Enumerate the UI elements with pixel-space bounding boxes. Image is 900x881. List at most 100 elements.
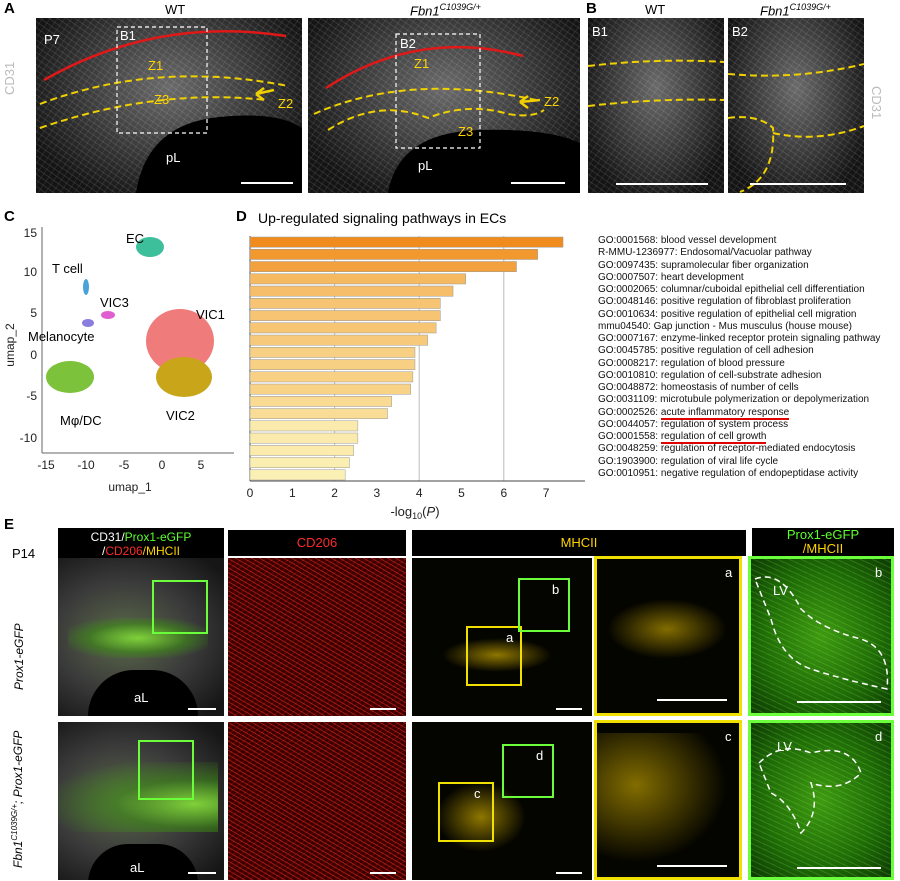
cluster-vic3	[101, 311, 115, 319]
go-term-label: GO:1903900: regulation of viral life cyc…	[598, 455, 779, 467]
go-term-label: GO:0048872: homeostasis of number of cel…	[598, 382, 799, 394]
scale-bar	[511, 182, 565, 184]
go-term-label: mmu04540: Gap junction - Mus musculus (h…	[598, 320, 853, 332]
inset-c-corner-label: c	[725, 729, 732, 744]
go-term-label: GO:0010810: regulation of cell-substrate…	[598, 369, 822, 381]
panel-b-wt-image: B1	[588, 18, 724, 193]
bar	[249, 322, 437, 334]
al-label: aL	[134, 690, 149, 705]
panel-b-mutant-title: Fbn1C1039G/+	[760, 2, 831, 19]
panel-a-z3-label: Z3	[154, 92, 170, 107]
cluster-vic2	[156, 357, 212, 397]
umap-plot: 15 10 5 0 -5 -10 -15 -10 -5 0 5 umap_1 u…	[3, 226, 234, 494]
panel-a-mut-z2-label: Z2	[544, 94, 560, 109]
panel-b-mutant-image: B2	[728, 18, 864, 193]
bar	[249, 310, 441, 321]
e-row2-inset-c: c	[594, 720, 742, 880]
bar	[249, 457, 350, 468]
bar	[249, 334, 428, 346]
scale-bar	[657, 699, 727, 701]
e-row1-cd206	[228, 558, 406, 716]
panel-a-box-b1-label: B1	[120, 28, 136, 43]
scale-bar	[370, 708, 396, 710]
bar	[249, 273, 466, 285]
go-term-label: GO:0002065: columnar/cuboidal epithelial…	[598, 284, 865, 296]
panel-a-mutant-title: Fbn1C1039G/+	[410, 2, 481, 19]
x-tick-label: 6	[500, 486, 507, 500]
go-term-label: GO:0002526: acute inflammatory response	[598, 406, 790, 420]
go-term-label: GO:0044057: regulation of system process	[598, 418, 789, 430]
panel-b-wt-title: WT	[645, 2, 666, 17]
scale-bar	[797, 867, 881, 869]
panel-a-pl-label: pL	[166, 150, 181, 165]
go-term-label: GO:0010634: positive regulation of epith…	[598, 308, 857, 320]
go-term-label: GO:0097435: supramolecular fiber organiz…	[598, 259, 809, 271]
panel-a-mutant-image: B2 Z1 Z2 Z3 pL	[308, 18, 580, 193]
panel-b-b2-label: B2	[732, 24, 748, 39]
inset-b-corner-label: b	[875, 565, 883, 580]
panel-letter-d: D	[236, 208, 247, 225]
e-row1-merge: aL	[58, 558, 224, 716]
bar	[249, 445, 354, 456]
x-tick-label: 7	[543, 486, 550, 500]
panel-a-wt-title: WT	[165, 2, 186, 17]
bar	[249, 371, 414, 383]
go-term-label: GO:0048146: positive regulation of fibro…	[598, 296, 851, 308]
e-row2-mhcii: c d	[412, 722, 592, 880]
inset-d-label: d	[536, 748, 544, 763]
go-term-label: GO:0001558: regulation of cell growth	[598, 431, 767, 445]
chart-xlabel: -log10(P)	[390, 504, 439, 520]
row1-label: Prox1-eGFP	[12, 623, 26, 690]
cluster-label: EC	[126, 231, 144, 246]
go-term-label: GO:0045785: positive regulation of cell …	[598, 345, 814, 357]
go-term-label: GO:0001568: blood vessel development	[598, 235, 777, 247]
scale-bar	[188, 872, 216, 874]
umap-xtick: -5	[119, 458, 130, 472]
lv-label: LV	[773, 583, 788, 598]
bar	[249, 383, 411, 395]
panel-letter-a: A	[4, 0, 15, 17]
bar	[249, 298, 441, 309]
bar	[249, 432, 359, 444]
scale-bar	[616, 183, 708, 185]
umap-ytick: 15	[24, 226, 38, 240]
panel-letter-b: B	[586, 0, 597, 17]
inset-a-label: a	[506, 630, 514, 645]
umap-ylabel: umap_2	[3, 323, 17, 367]
umap-ytick: -5	[26, 389, 37, 403]
bar	[249, 420, 359, 432]
panel-a-cd31-label: CD31	[2, 61, 17, 95]
cluster-ec	[136, 237, 164, 257]
cluster-label: Mφ/DC	[60, 413, 102, 428]
umap-ytick: -10	[20, 431, 38, 445]
e-row1-inset-b: LV b	[748, 556, 894, 716]
cluster-label: T cell	[52, 261, 83, 276]
header-prox-mhcii: Prox1-eGFP/MHCII	[752, 528, 894, 558]
scale-bar	[188, 708, 216, 710]
bar	[249, 261, 517, 272]
header-merge-label: CD31/Prox1-eGFP /CD206/MHCII	[58, 528, 224, 560]
cluster-label: VIC1	[196, 307, 225, 322]
e-row2-cd206	[228, 722, 406, 880]
cluster-mdc	[46, 361, 94, 393]
e-row2-merge: aL	[58, 722, 224, 880]
go-term-label: GO:0048259: regulation of receptor-media…	[598, 443, 856, 455]
header-mhcii: MHCII	[412, 530, 746, 556]
panel-a-wt-image: P7 B1 Z1 Z2 Z3 pL	[36, 18, 302, 193]
cluster-label: VIC3	[100, 295, 129, 310]
x-tick-label: 5	[458, 486, 465, 500]
panel-a-box-b2-label: B2	[400, 36, 416, 51]
bar	[249, 249, 538, 260]
panel-b-cd31-label: CD31	[869, 86, 884, 120]
bar	[249, 285, 454, 297]
umap-xtick: 0	[159, 458, 166, 472]
go-term-label: GO:0008217: regulation of blood pressure	[598, 357, 785, 369]
go-term-label: GO:0031109: microtubule polymerization o…	[598, 394, 870, 406]
panel-letter-e: E	[4, 516, 15, 533]
go-term-label: GO:0010951: negative regulation of endop…	[598, 467, 859, 479]
scale-bar	[556, 708, 582, 710]
go-term-label: R-MMU-1236977: Endosomal/Vacuolar pathwa…	[598, 247, 812, 259]
umap-ytick: 0	[30, 348, 37, 362]
bar-chart: -log10(P) 0 1 2 3 4 5 6 7	[247, 236, 585, 520]
al-label: aL	[130, 860, 145, 875]
